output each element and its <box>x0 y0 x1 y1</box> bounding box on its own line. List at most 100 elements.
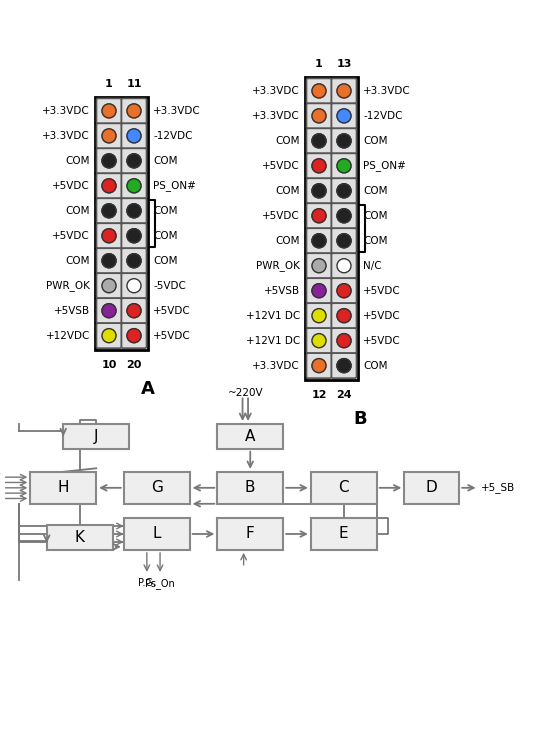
FancyBboxPatch shape <box>332 128 356 153</box>
FancyBboxPatch shape <box>305 77 358 380</box>
FancyBboxPatch shape <box>332 204 356 228</box>
Circle shape <box>102 279 116 293</box>
Text: COM: COM <box>363 236 388 246</box>
FancyBboxPatch shape <box>63 424 129 448</box>
Text: +3.3VDC: +3.3VDC <box>252 360 300 371</box>
Circle shape <box>337 334 351 348</box>
Text: B: B <box>353 409 367 428</box>
Circle shape <box>127 329 141 343</box>
Circle shape <box>127 104 141 118</box>
Circle shape <box>337 234 351 248</box>
Circle shape <box>312 334 326 348</box>
Text: E: E <box>339 526 349 542</box>
Text: L: L <box>152 526 161 542</box>
FancyBboxPatch shape <box>332 228 356 253</box>
Text: +3.3VDC: +3.3VDC <box>42 131 90 141</box>
Text: COM: COM <box>276 236 300 246</box>
Circle shape <box>337 109 351 123</box>
FancyBboxPatch shape <box>306 78 332 104</box>
Circle shape <box>127 279 141 293</box>
Text: 13: 13 <box>336 59 351 69</box>
FancyBboxPatch shape <box>306 328 332 353</box>
Circle shape <box>127 204 141 218</box>
FancyBboxPatch shape <box>96 124 122 148</box>
Circle shape <box>312 184 326 198</box>
Text: +3.3VDC: +3.3VDC <box>252 86 300 96</box>
Text: PS_ON#: PS_ON# <box>363 161 406 171</box>
Text: +3.3VDC: +3.3VDC <box>42 106 90 116</box>
FancyBboxPatch shape <box>306 204 332 228</box>
Text: -12VDC: -12VDC <box>153 131 192 141</box>
Text: -12VDC: -12VDC <box>363 111 403 121</box>
FancyBboxPatch shape <box>96 148 122 173</box>
Text: PS_ON#: PS_ON# <box>153 181 196 191</box>
Text: COM: COM <box>153 206 178 216</box>
FancyBboxPatch shape <box>122 323 146 348</box>
Text: +5VDC: +5VDC <box>262 161 300 171</box>
Text: C: C <box>338 480 349 495</box>
Circle shape <box>102 179 116 193</box>
Circle shape <box>337 309 351 323</box>
FancyBboxPatch shape <box>122 148 146 173</box>
FancyBboxPatch shape <box>311 518 377 550</box>
FancyBboxPatch shape <box>96 223 122 248</box>
Text: Ps_On: Ps_On <box>145 579 175 589</box>
Text: COM: COM <box>363 211 388 221</box>
FancyBboxPatch shape <box>124 518 190 550</box>
Circle shape <box>312 159 326 173</box>
Text: COM: COM <box>276 186 300 196</box>
Text: +5VDC: +5VDC <box>153 306 191 316</box>
Circle shape <box>337 359 351 373</box>
FancyBboxPatch shape <box>306 104 332 128</box>
FancyBboxPatch shape <box>96 323 122 348</box>
FancyBboxPatch shape <box>30 472 96 504</box>
Text: 20: 20 <box>126 360 142 370</box>
Text: COM: COM <box>153 156 178 166</box>
FancyBboxPatch shape <box>47 525 113 550</box>
Circle shape <box>102 229 116 243</box>
Text: +3.3VDC: +3.3VDC <box>153 106 201 116</box>
FancyBboxPatch shape <box>217 424 283 448</box>
FancyBboxPatch shape <box>122 273 146 298</box>
Text: COM: COM <box>363 136 388 146</box>
Text: D: D <box>426 480 438 495</box>
Text: K: K <box>75 530 85 545</box>
Text: H: H <box>58 480 69 495</box>
Text: COM: COM <box>153 256 178 266</box>
FancyBboxPatch shape <box>332 78 356 104</box>
FancyBboxPatch shape <box>306 303 332 328</box>
FancyBboxPatch shape <box>95 97 148 349</box>
FancyBboxPatch shape <box>122 223 146 248</box>
FancyBboxPatch shape <box>306 253 332 278</box>
Text: N/C: N/C <box>363 260 382 271</box>
Text: +5_SB: +5_SB <box>481 482 515 494</box>
FancyBboxPatch shape <box>306 228 332 253</box>
Circle shape <box>127 179 141 193</box>
Text: J: J <box>94 428 98 444</box>
Text: 1: 1 <box>315 59 323 69</box>
Circle shape <box>102 104 116 118</box>
Circle shape <box>312 109 326 123</box>
FancyBboxPatch shape <box>306 278 332 303</box>
FancyBboxPatch shape <box>306 153 332 178</box>
FancyBboxPatch shape <box>404 472 459 504</box>
Text: COM: COM <box>153 231 178 240</box>
Text: PWR_OK: PWR_OK <box>46 280 90 291</box>
Text: PWR_OK: PWR_OK <box>256 260 300 271</box>
Text: +12VDC: +12VDC <box>46 331 90 340</box>
Text: 12: 12 <box>311 389 327 400</box>
Circle shape <box>102 254 116 268</box>
Circle shape <box>102 329 116 343</box>
Circle shape <box>312 209 326 223</box>
FancyBboxPatch shape <box>332 153 356 178</box>
FancyBboxPatch shape <box>122 173 146 198</box>
Text: B: B <box>245 480 256 495</box>
Circle shape <box>312 359 326 373</box>
Circle shape <box>102 154 116 168</box>
FancyBboxPatch shape <box>122 298 146 323</box>
FancyBboxPatch shape <box>96 248 122 273</box>
Circle shape <box>127 254 141 268</box>
Text: 10: 10 <box>101 360 117 370</box>
FancyBboxPatch shape <box>96 198 122 223</box>
Circle shape <box>127 229 141 243</box>
